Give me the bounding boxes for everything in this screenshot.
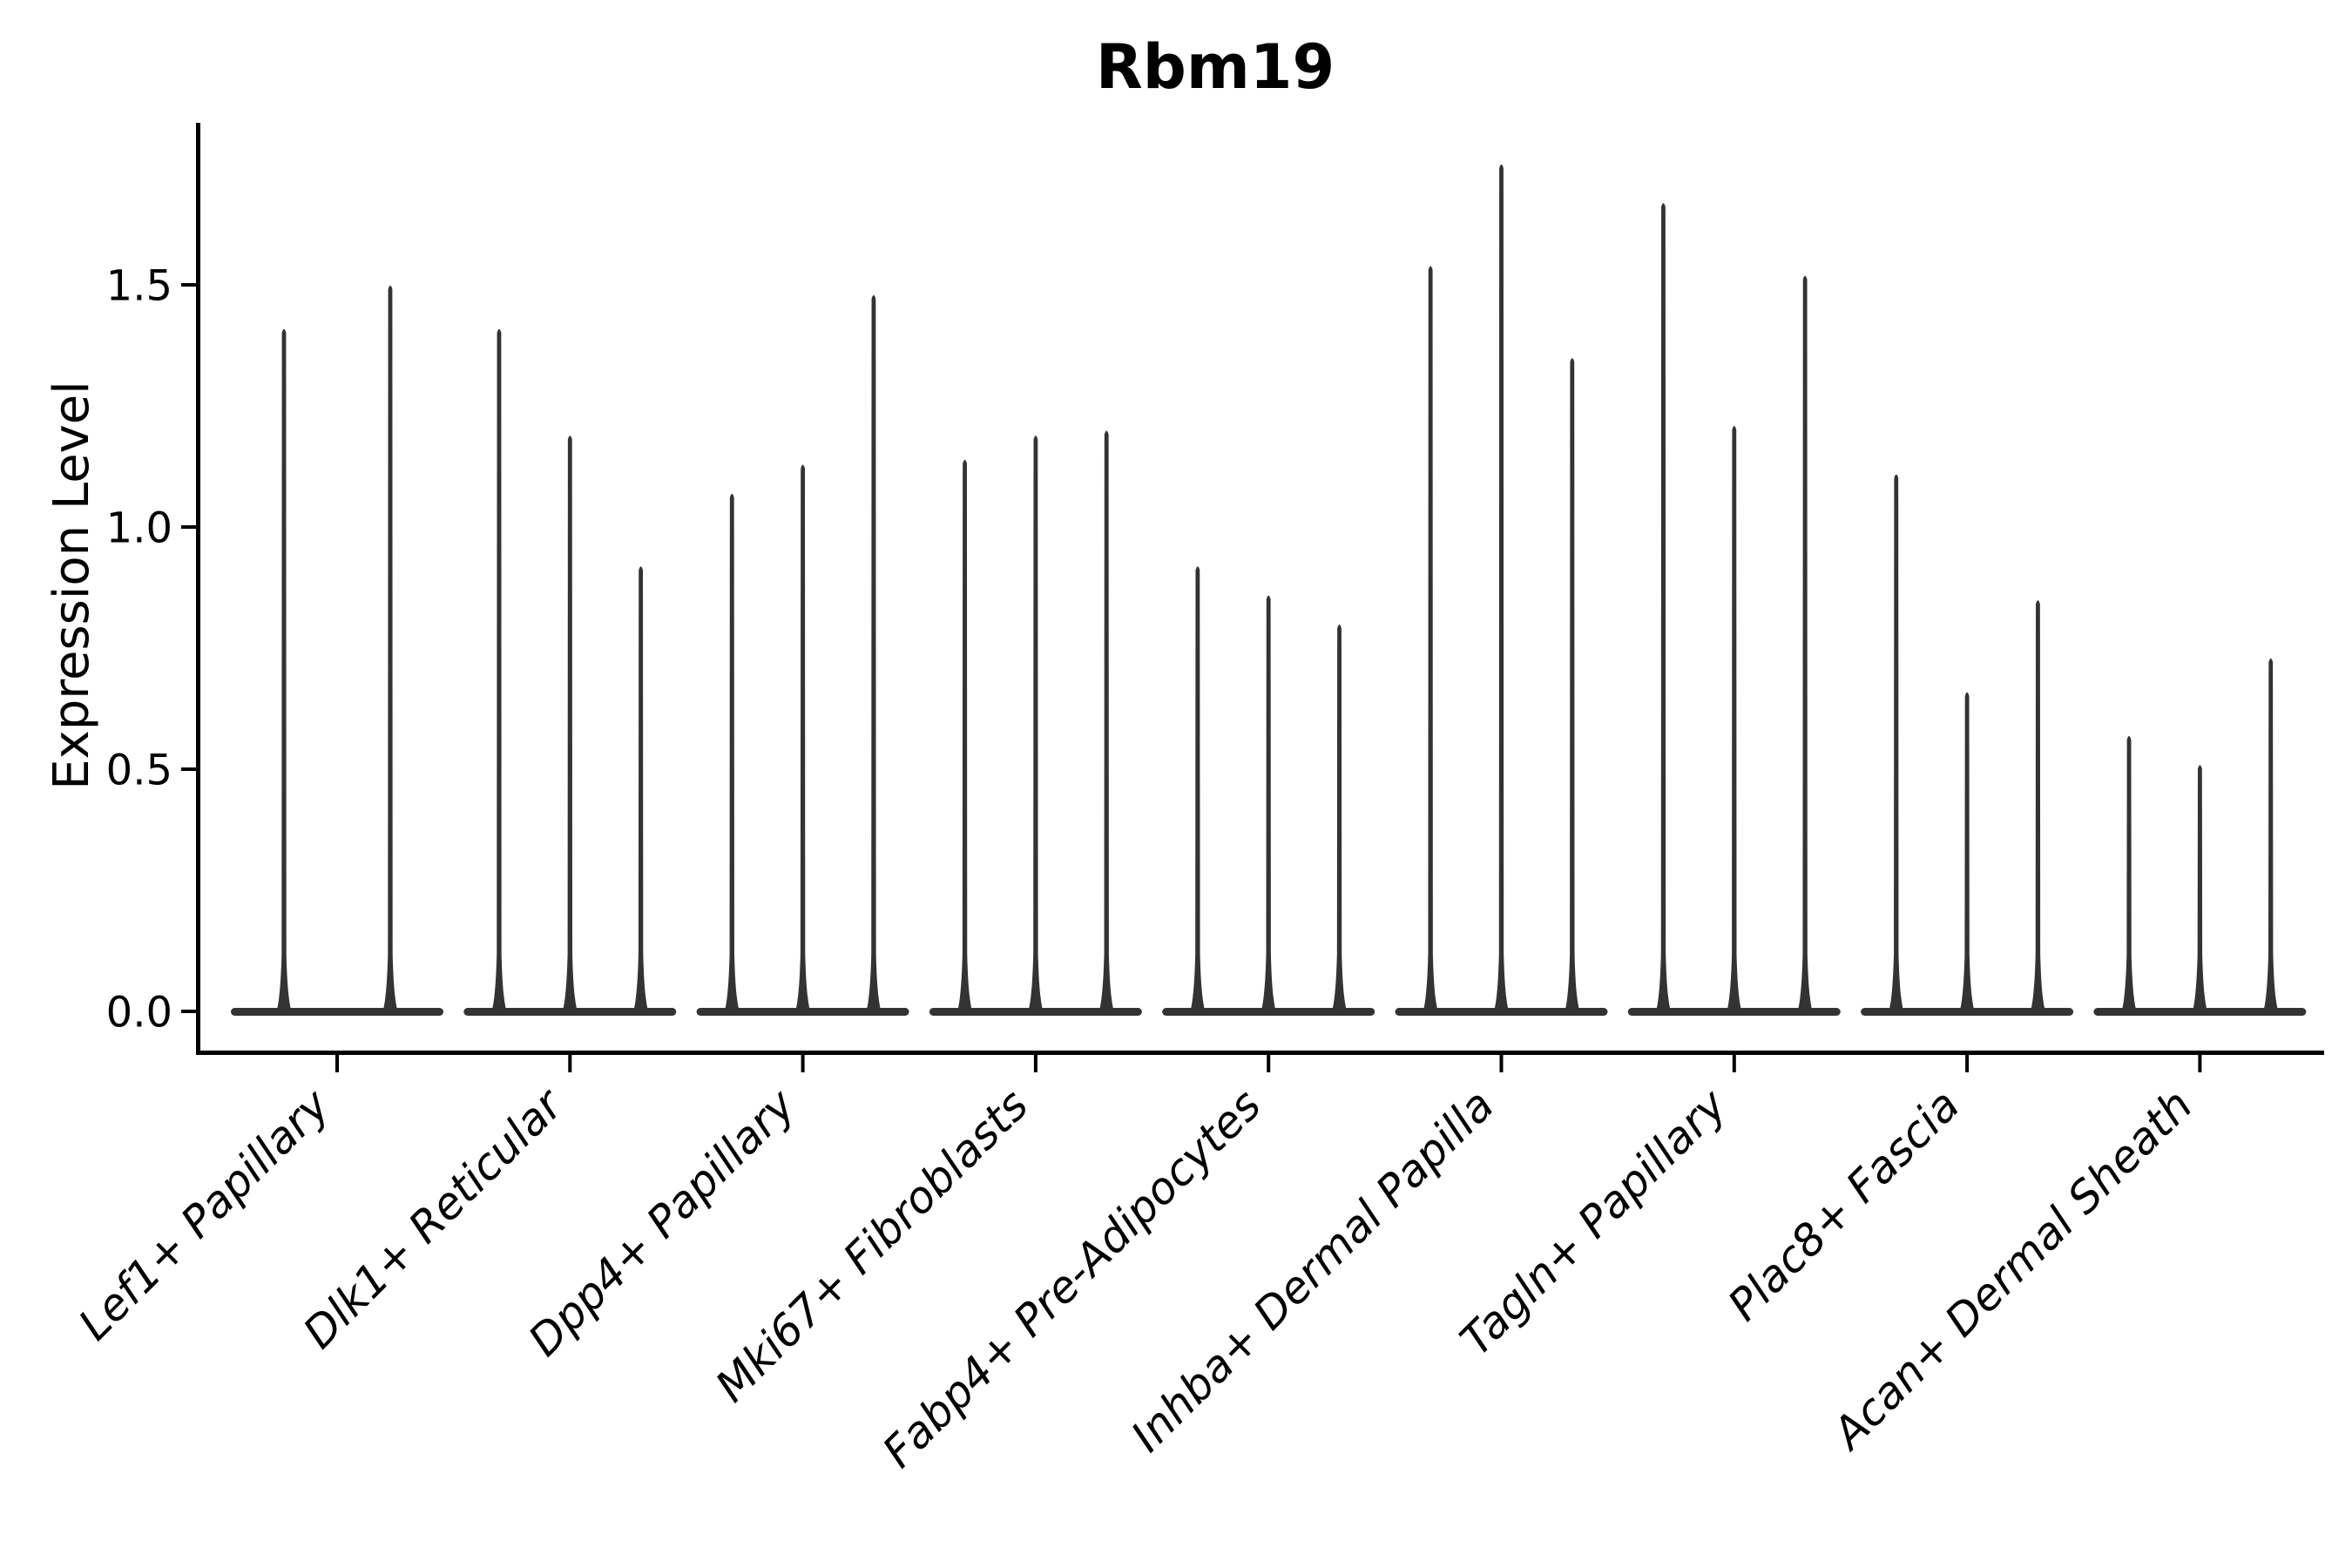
y-tick-label: 1.0 <box>106 504 172 552</box>
y-tick-label: 0.5 <box>106 746 172 794</box>
violin-spike <box>382 285 399 1015</box>
violin-spike <box>1331 624 1348 1015</box>
violin-spike <box>1888 474 1905 1015</box>
violin-spike <box>275 328 293 1015</box>
violin-spike <box>490 328 508 1015</box>
violin-spike <box>956 459 974 1015</box>
violin-spike <box>1098 430 1115 1015</box>
violin-spike <box>2120 735 2138 1015</box>
violin-spike <box>2191 765 2208 1015</box>
x-tick-label: Lef1+ Papillary <box>69 1078 340 1349</box>
x-tick-label: Fabp4+ Pre-Adipocytes <box>873 1079 1271 1477</box>
violin-spike <box>1260 595 1277 1015</box>
violin-spike <box>1493 164 1510 1015</box>
violin-spike <box>1422 266 1439 1015</box>
violin-spike <box>1958 692 1976 1015</box>
violin-spike <box>723 493 740 1015</box>
violin-spike <box>2262 658 2280 1015</box>
violin-spike <box>1654 203 1672 1016</box>
violin-spike <box>794 464 812 1015</box>
violin-spike <box>1564 358 1581 1015</box>
violin-base <box>231 1008 443 1016</box>
x-tick-label: Plac8+ Fascia <box>1719 1079 1970 1330</box>
violin-spike <box>1189 566 1206 1015</box>
violin-spike <box>1726 425 1743 1015</box>
violin-spike <box>1027 436 1044 1015</box>
violin-spike <box>561 436 578 1015</box>
violin-spike <box>632 566 650 1015</box>
violin-spike <box>2029 600 2046 1015</box>
y-tick-label: 1.5 <box>106 261 172 310</box>
violin-spike <box>865 294 882 1015</box>
y-tick-label: 0.0 <box>106 988 172 1037</box>
chart-title: Rbm19 <box>1095 31 1335 103</box>
violin-spike <box>1796 275 1814 1015</box>
